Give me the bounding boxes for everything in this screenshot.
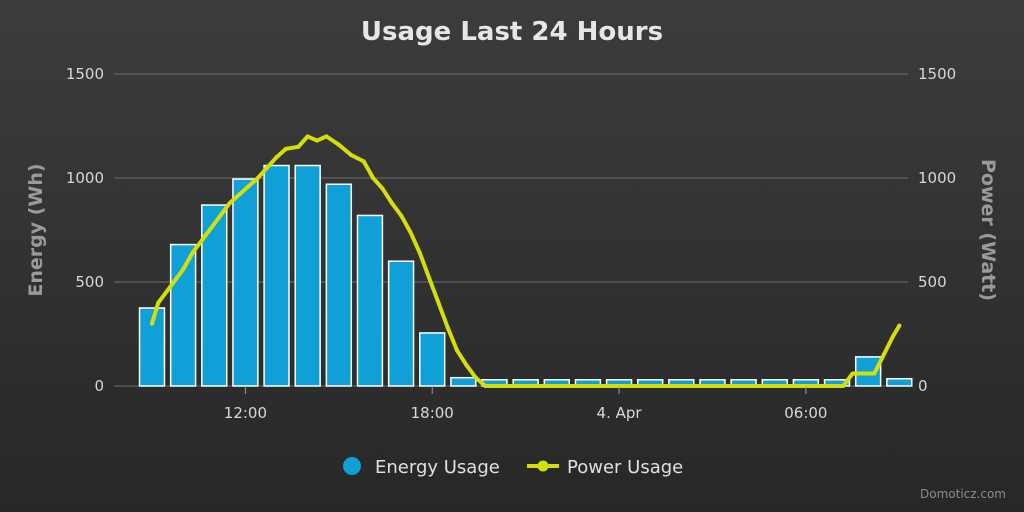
power-usage-point[interactable] xyxy=(841,384,846,388)
power-usage-point[interactable] xyxy=(850,371,855,376)
power-usage-point[interactable] xyxy=(237,192,242,197)
power-usage-point[interactable] xyxy=(371,176,376,180)
energy-bar[interactable] xyxy=(387,260,415,387)
y-tick-right-label: 0 xyxy=(918,377,928,395)
power-usage-point[interactable] xyxy=(349,153,354,158)
legend-item-energy[interactable]: Energy Usage xyxy=(343,457,500,478)
y-axis-ticks: 0 0 500 500 1000 1000 1500 1500 xyxy=(66,65,956,395)
y-tick-left-label: 500 xyxy=(75,273,104,291)
power-usage-point[interactable] xyxy=(336,142,341,147)
energy-bar[interactable] xyxy=(232,178,259,387)
x-tick-label: 06:00 xyxy=(784,404,827,422)
x-tick-label: 18:00 xyxy=(411,404,454,422)
power-usage-point[interactable] xyxy=(209,225,214,230)
x-axis-ticks: 12:00 18:00 4. Apr 06:00 xyxy=(224,386,827,422)
power-usage-point[interactable] xyxy=(274,155,279,160)
power-usage-point[interactable] xyxy=(473,375,478,380)
legend-power-marker xyxy=(537,460,549,472)
y-tick-left-label: 1000 xyxy=(66,169,104,187)
power-usage-point[interactable] xyxy=(315,138,320,143)
legend-energy-label: Energy Usage xyxy=(375,457,500,478)
power-usage-point[interactable] xyxy=(399,213,404,218)
power-usage-point[interactable] xyxy=(872,371,877,376)
energy-bar[interactable] xyxy=(263,164,290,387)
power-usage-point[interactable] xyxy=(380,186,385,191)
power-line-layer xyxy=(150,134,902,388)
energy-bars xyxy=(138,164,913,387)
y-tick-right-label: 1000 xyxy=(918,169,956,187)
power-usage-point[interactable] xyxy=(389,200,394,205)
power-usage-point[interactable] xyxy=(427,275,432,280)
legend-item-power[interactable]: Power Usage xyxy=(527,457,683,478)
credit-link[interactable]: Domoticz.com xyxy=(920,487,1006,501)
power-usage-point[interactable] xyxy=(199,238,204,243)
y-tick-left-label: 0 xyxy=(94,377,104,395)
power-usage-point[interactable] xyxy=(859,371,864,376)
power-usage-point[interactable] xyxy=(891,334,896,339)
power-usage-point[interactable] xyxy=(324,134,329,139)
power-usage-point[interactable] xyxy=(881,352,886,357)
power-usage-point[interactable] xyxy=(436,300,441,305)
power-usage-point[interactable] xyxy=(181,267,186,272)
y-tick-left-label: 1500 xyxy=(66,65,104,83)
power-usage-point[interactable] xyxy=(150,321,154,326)
power-usage-point[interactable] xyxy=(455,348,460,353)
y-axis-left-title: Energy (Wh) xyxy=(25,163,47,296)
energy-bar[interactable] xyxy=(886,377,913,387)
y-tick-right-label: 1500 xyxy=(918,65,956,83)
chart-title: Usage Last 24 Hours xyxy=(361,17,663,47)
power-usage-point[interactable] xyxy=(361,159,366,164)
energy-bar[interactable] xyxy=(294,164,321,387)
power-usage-point[interactable] xyxy=(227,200,232,205)
power-usage-point[interactable] xyxy=(296,144,301,149)
power-usage-point[interactable] xyxy=(897,323,902,328)
x-tick-label: 4. Apr xyxy=(597,404,643,422)
y-tick-right-label: 500 xyxy=(918,273,947,291)
power-usage-point[interactable] xyxy=(265,165,270,170)
y-axis-right-title: Power (Watt) xyxy=(977,159,999,301)
power-usage-point[interactable] xyxy=(174,275,179,280)
legend-power-label: Power Usage xyxy=(567,457,683,478)
power-usage-point[interactable] xyxy=(255,176,260,180)
energy-bar[interactable] xyxy=(450,376,477,387)
energy-bar[interactable] xyxy=(419,332,446,387)
power-usage-point[interactable] xyxy=(464,363,469,368)
x-tick-label: 12:00 xyxy=(224,404,267,422)
power-usage-point[interactable] xyxy=(445,325,450,330)
energy-bar[interactable] xyxy=(356,214,384,387)
power-usage-point[interactable] xyxy=(417,250,422,255)
power-usage-point[interactable] xyxy=(408,230,413,235)
power-usage-point[interactable] xyxy=(218,213,223,218)
legend-energy-marker xyxy=(343,457,361,475)
power-usage-point[interactable] xyxy=(483,384,488,388)
power-usage-point[interactable] xyxy=(246,184,251,189)
energy-bar[interactable] xyxy=(325,183,353,387)
power-usage-point[interactable] xyxy=(190,250,195,255)
power-usage-point[interactable] xyxy=(305,134,310,139)
power-usage-point[interactable] xyxy=(165,288,170,293)
legend: Energy Usage Power Usage xyxy=(343,457,683,478)
power-usage-point[interactable] xyxy=(156,300,161,305)
power-usage-point[interactable] xyxy=(283,146,288,151)
